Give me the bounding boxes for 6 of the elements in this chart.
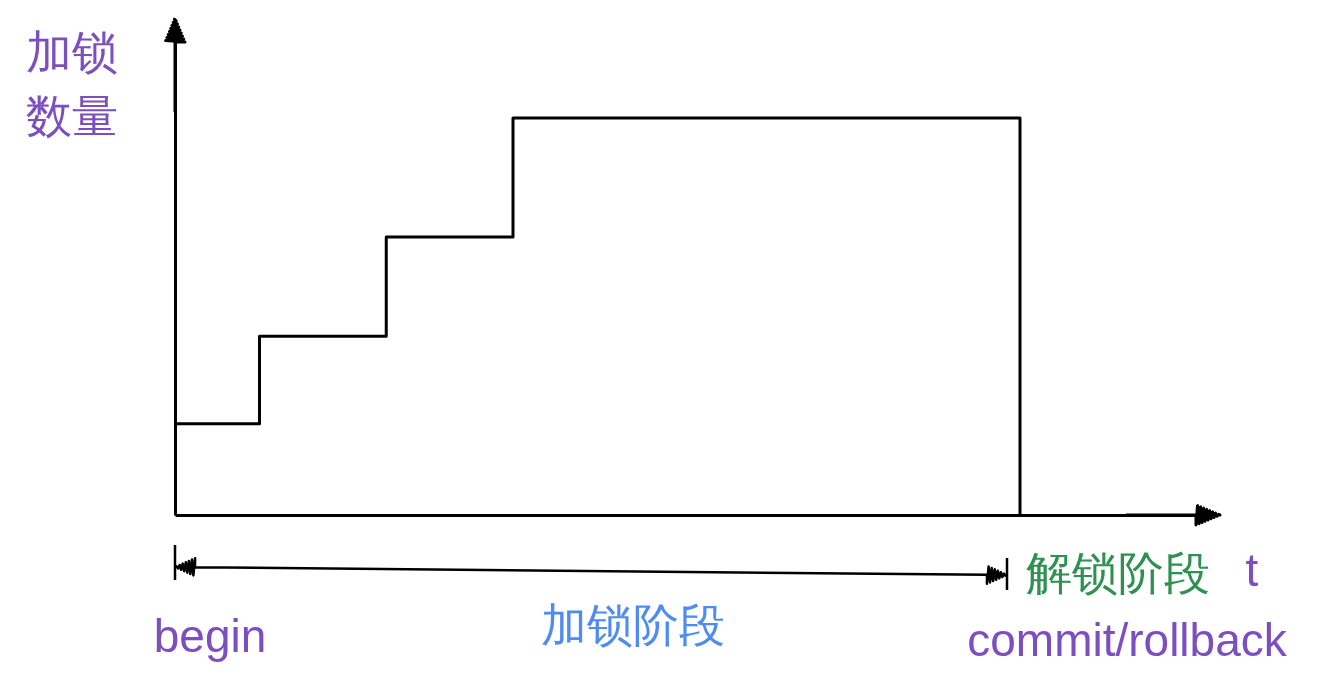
text: 加锁阶段: [541, 598, 725, 652]
text: commit/rollback: [967, 614, 1288, 666]
y-axis-title: 加锁数量: [26, 25, 118, 143]
text: begin: [153, 610, 267, 662]
text: 解锁阶段: [1026, 546, 1210, 600]
x-axis-title: t: [1245, 544, 1259, 596]
